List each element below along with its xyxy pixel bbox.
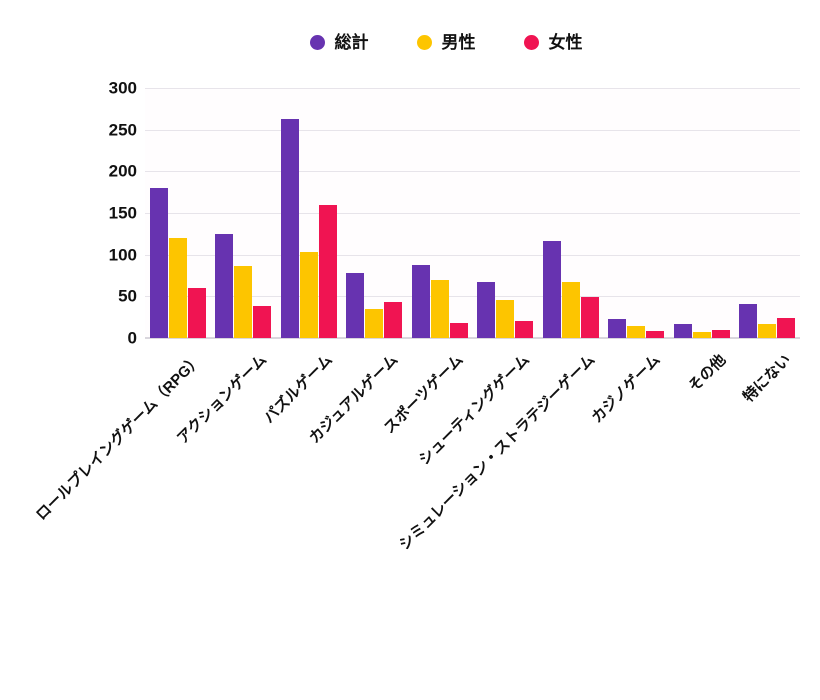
y-tick-label: 300	[108, 78, 137, 98]
bar-男性-10	[758, 323, 777, 338]
y-tick-label: 0	[127, 328, 137, 348]
bar-総計-1	[149, 188, 168, 338]
bar-総計-10	[739, 303, 758, 338]
bar-女性-7	[580, 297, 599, 338]
bar-男性-8	[627, 325, 646, 338]
bar-group-2	[215, 88, 272, 338]
bar-男性-9	[692, 332, 711, 338]
bar-男性-3	[299, 252, 318, 338]
bar-group-6	[477, 88, 534, 338]
y-tick-label: 100	[108, 245, 137, 265]
y-tick-label: 50	[118, 286, 137, 306]
legend-item-1[interactable]: 総計	[309, 33, 369, 52]
gridline	[145, 254, 800, 256]
legend-dot-icon	[309, 35, 325, 50]
legend-label: 総計	[334, 33, 369, 52]
bar-女性-1	[187, 288, 206, 338]
y-tick-label: 250	[108, 120, 137, 140]
bar-総計-8	[608, 318, 627, 338]
bar-総計-4	[346, 273, 365, 338]
gridline	[145, 129, 800, 131]
chart-legend: 総計 男性 女性	[36, 34, 820, 51]
plot-area	[145, 88, 800, 339]
bar-総計-5	[411, 264, 430, 338]
gridline	[145, 88, 800, 89]
bar-男性-6	[496, 299, 515, 338]
bar-group-5	[411, 88, 468, 338]
gridline	[145, 213, 800, 214]
x-tick-label: シューティングゲーム	[415, 351, 533, 469]
bar-group-1	[149, 88, 206, 338]
bar-女性-5	[449, 323, 468, 338]
y-tick-label: 150	[108, 203, 137, 223]
bar-女性-10	[777, 318, 796, 338]
bar-groups	[145, 88, 800, 338]
bar-女性-8	[646, 331, 665, 338]
legend-dot-icon	[416, 35, 432, 50]
gridline	[145, 171, 800, 173]
legend-item-2[interactable]: 男性	[416, 33, 476, 52]
legend-label: 男性	[441, 33, 476, 52]
legend-dot-icon	[523, 35, 539, 50]
bar-総計-9	[673, 323, 692, 338]
bar-女性-9	[711, 329, 730, 338]
bar-男性-4	[365, 308, 384, 338]
bar-男性-5	[430, 279, 449, 338]
bar-group-4	[346, 88, 403, 338]
gridline	[145, 296, 800, 298]
bar-group-3	[280, 88, 337, 338]
legend-item-3[interactable]: 女性	[523, 33, 583, 52]
bar-group-9	[673, 88, 730, 338]
y-axis: 0 50 100 150 200 250 300	[85, 80, 137, 347]
bar-女性-2	[253, 305, 272, 338]
bar-総計-7	[542, 241, 561, 338]
x-tick-label: その他	[685, 351, 730, 396]
bar-group-8	[608, 88, 665, 338]
bar-男性-1	[168, 238, 187, 338]
bar-group-7	[542, 88, 599, 338]
x-tick-label: カジノゲーム	[588, 351, 664, 427]
legend-label: 女性	[548, 33, 583, 52]
x-axis-baseline	[145, 337, 800, 339]
bar-group-10	[739, 88, 796, 338]
bar-総計-2	[215, 233, 234, 338]
y-tick-label: 200	[108, 161, 137, 181]
bar-女性-6	[515, 320, 534, 338]
bar-男性-7	[561, 282, 580, 338]
bar-女性-3	[318, 204, 337, 338]
bar-総計-3	[280, 118, 299, 338]
bar-女性-4	[384, 302, 403, 338]
bar-男性-2	[234, 266, 253, 338]
bar-総計-6	[477, 282, 496, 338]
x-tick-label: 特にない	[740, 351, 795, 406]
x-axis: ロールプレイングゲーム（RPG） アクションゲーム パズルゲーム カジュアルゲーム スポ…	[32, 344, 800, 644]
